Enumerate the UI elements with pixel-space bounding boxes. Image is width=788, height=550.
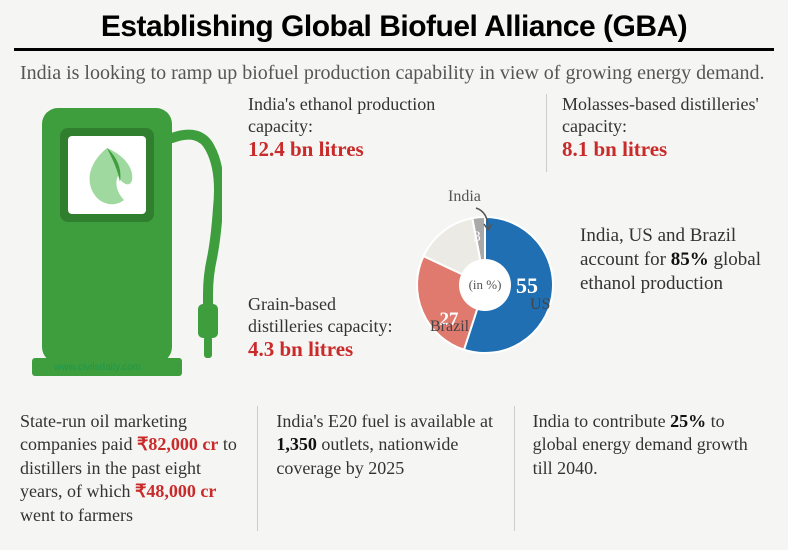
arrow-icon: [472, 206, 496, 234]
pie-chart: (in %)35527 India Brazil US: [400, 190, 570, 380]
pie-label-us: US: [530, 296, 550, 314]
intro-text: India is looking to ramp up biofuel prod…: [0, 51, 788, 94]
highlight: ₹82,000 cr: [137, 434, 218, 454]
bottom-cards: State-run oil marketing companies paid ₹…: [0, 404, 788, 541]
stat-label: Molasses-based distilleries' capacity:: [562, 94, 772, 137]
card-omc: State-run oil marketing companies paid ₹…: [20, 406, 257, 531]
svg-text:(in %): (in %): [469, 277, 502, 292]
watermark: www.civilsdaily.com: [54, 362, 141, 373]
stat-value: 4.3 bn litres: [248, 337, 398, 362]
stat-value: 12.4 bn litres: [248, 137, 448, 162]
page-title: Establishing Global Biofuel Alliance (GB…: [14, 0, 774, 51]
highlight: 1,350: [276, 434, 317, 454]
pie-label-brazil: Brazil: [430, 318, 469, 336]
global-production-text: India, US and Brazil account for 85% glo…: [580, 224, 775, 295]
stat-molasses: Molasses-based distilleries' capacity: 8…: [562, 94, 772, 162]
card-contribute: India to contribute 25% to global energy…: [514, 406, 770, 531]
fuel-pump-icon: [22, 98, 222, 378]
card-e20: India's E20 fuel is available at 1,350 o…: [257, 406, 513, 531]
text-part: India to contribute: [533, 411, 670, 431]
highlight: 85%: [671, 249, 709, 270]
divider: [546, 94, 547, 172]
stat-label: Grain-based distilleries capacity:: [248, 294, 398, 337]
pie-label-india: India: [448, 188, 481, 206]
main-area: www.civilsdaily.com India's ethanol prod…: [0, 94, 788, 404]
stat-grain: Grain-based distilleries capacity: 4.3 b…: [248, 294, 398, 362]
stat-label: India's ethanol production capacity:: [248, 94, 448, 137]
svg-text:55: 55: [516, 273, 538, 298]
highlight: ₹48,000 cr: [135, 481, 216, 501]
highlight: 25%: [670, 411, 706, 431]
text-part: went to farmers: [20, 505, 133, 525]
text-part: India's E20 fuel is available at: [276, 411, 493, 431]
stat-value: 8.1 bn litres: [562, 137, 772, 162]
stat-ethanol: India's ethanol production capacity: 12.…: [248, 94, 448, 162]
